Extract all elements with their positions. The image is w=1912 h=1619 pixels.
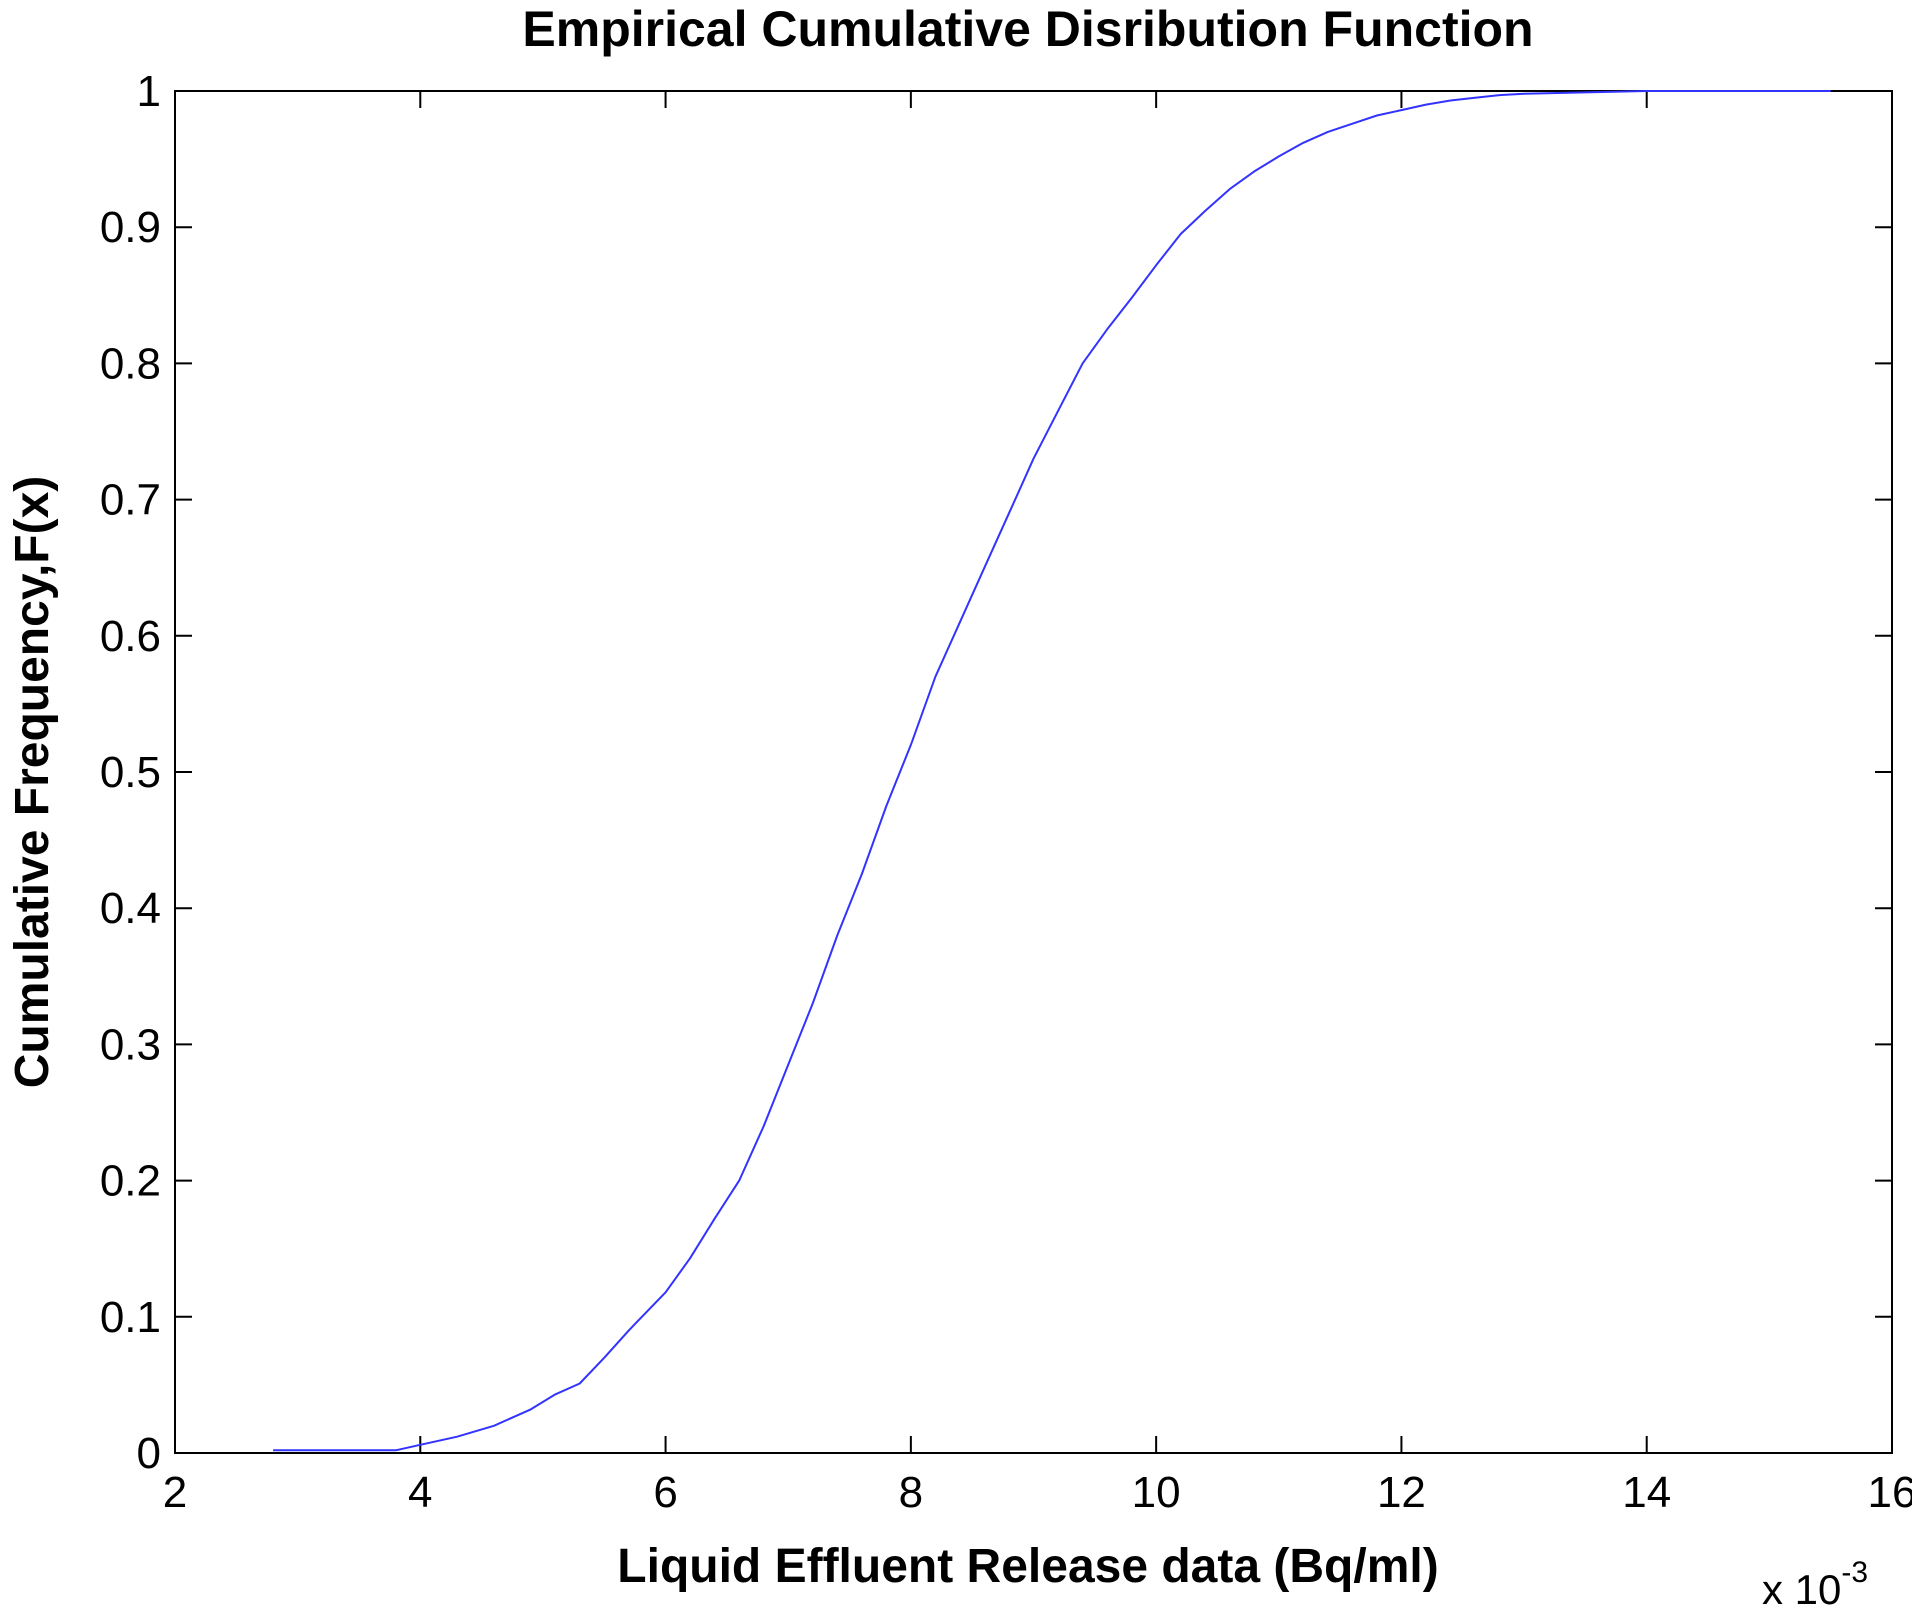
y-tick-label: 0.7 (100, 476, 161, 525)
x-tick-label: 14 (1622, 1468, 1671, 1517)
y-tick-label: 0.2 (100, 1157, 161, 1206)
y-axis-tick-labels: 0 0.1 0.2 0.3 0.4 0.5 0.6 0.7 0.8 0.9 1 (100, 67, 161, 1478)
y-tick-label: 0.9 (100, 203, 161, 252)
x-tick-label: 16 (1868, 1468, 1912, 1517)
x-tick-label: 8 (899, 1468, 923, 1517)
x-tick-label: 10 (1132, 1468, 1181, 1517)
chart-title: Empirical Cumulative Disribution Functio… (522, 1, 1533, 57)
series-layer (273, 90, 1831, 1452)
y-tick-label: 0.8 (100, 339, 161, 388)
plot-area-frame (174, 90, 1893, 1454)
y-tick-label: 0.3 (100, 1020, 161, 1069)
y-axis-ticks (175, 90, 1892, 1454)
x-tick-label: 6 (653, 1468, 677, 1517)
x-axis-label: Liquid Effluent Release data (Bq/ml) (617, 1540, 1438, 1593)
x-axis-ticks (174, 91, 1893, 1453)
x-axis-tick-labels: 2 4 6 8 10 12 14 16 (163, 1468, 1912, 1517)
y-tick-label: 0 (137, 1429, 161, 1478)
y-tick-label: 0.4 (100, 884, 161, 933)
x-tick-label: 12 (1377, 1468, 1426, 1517)
y-tick-label: 0.5 (100, 748, 161, 797)
x-axis-multiplier-exponent: -3 (1841, 1556, 1868, 1589)
y-tick-label: 0.1 (100, 1293, 161, 1342)
x-tick-label: 4 (408, 1468, 432, 1517)
y-tick-label: 0.6 (100, 612, 161, 661)
y-axis-label: Cumulative Frequency,F(x) (6, 476, 59, 1089)
ecdf-series-line (273, 90, 1831, 1452)
x-axis-multiplier-base: x 10 (1762, 1566, 1841, 1613)
x-tick-label: 2 (163, 1468, 187, 1517)
x-axis-multiplier: x 10-3 (1762, 1556, 1868, 1613)
y-tick-label: 1 (137, 67, 161, 116)
